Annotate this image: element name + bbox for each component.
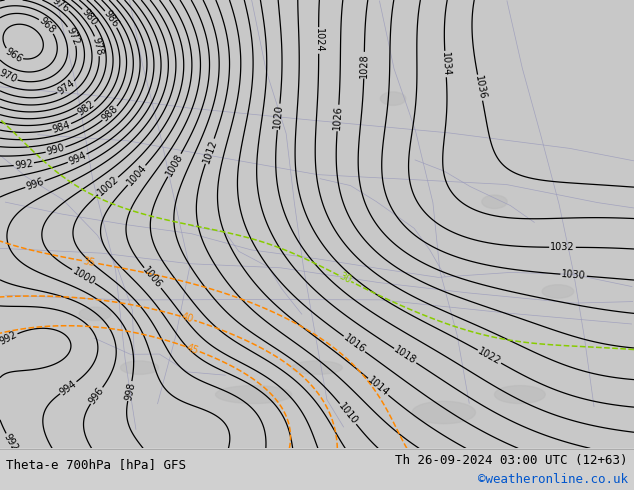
Text: 1030: 1030 [561, 270, 586, 281]
Text: 30: 30 [337, 271, 353, 286]
Text: 970: 970 [0, 68, 18, 85]
Text: 996: 996 [87, 385, 106, 406]
Text: 992: 992 [14, 158, 34, 171]
Text: 996: 996 [25, 176, 45, 192]
Text: 980: 980 [79, 6, 99, 27]
Text: 1012: 1012 [201, 138, 219, 165]
Text: 968: 968 [37, 16, 57, 36]
Text: 986: 986 [101, 9, 120, 29]
Text: 994: 994 [67, 150, 87, 167]
Text: 998: 998 [123, 381, 136, 401]
Text: 1032: 1032 [550, 242, 575, 252]
Text: 974: 974 [56, 78, 77, 97]
Text: 45: 45 [184, 342, 200, 356]
Ellipse shape [495, 386, 545, 404]
Ellipse shape [482, 195, 507, 208]
Text: 1018: 1018 [392, 345, 418, 367]
Text: 1022: 1022 [476, 346, 503, 367]
Text: 40: 40 [180, 312, 195, 325]
Text: 1014: 1014 [366, 375, 391, 398]
Text: 1008: 1008 [164, 152, 185, 178]
Text: 988: 988 [100, 103, 120, 123]
Ellipse shape [292, 361, 342, 374]
Text: 1028: 1028 [359, 53, 370, 77]
Polygon shape [158, 368, 380, 426]
Ellipse shape [380, 92, 406, 105]
Text: 1006: 1006 [141, 265, 164, 291]
Text: Th 26-09-2024 03:00 UTC (12+63): Th 26-09-2024 03:00 UTC (12+63) [395, 454, 628, 467]
Text: 994: 994 [58, 378, 79, 397]
Text: 992: 992 [0, 330, 19, 347]
Text: 1000: 1000 [70, 266, 96, 287]
Text: 35: 35 [82, 256, 96, 268]
Ellipse shape [216, 386, 292, 404]
Polygon shape [476, 0, 634, 90]
Text: 982: 982 [76, 98, 97, 117]
Text: 1010: 1010 [337, 401, 359, 426]
Text: 966: 966 [3, 46, 24, 64]
Text: 992: 992 [2, 432, 20, 453]
Text: 1004: 1004 [125, 163, 148, 188]
Ellipse shape [79, 307, 111, 320]
Text: 1016: 1016 [342, 333, 367, 355]
Text: 1002: 1002 [96, 174, 120, 198]
Ellipse shape [412, 401, 476, 424]
Text: 1036: 1036 [473, 74, 488, 100]
Text: Theta-e 700hPa [hPa] GFS: Theta-e 700hPa [hPa] GFS [6, 459, 186, 471]
Ellipse shape [120, 361, 158, 374]
Text: 1020: 1020 [273, 104, 285, 129]
Text: 972: 972 [64, 25, 81, 47]
Text: 976: 976 [50, 0, 71, 14]
Text: 1034: 1034 [440, 51, 451, 76]
Text: 990: 990 [46, 143, 66, 157]
Polygon shape [558, 98, 634, 157]
Text: 984: 984 [51, 120, 72, 134]
Text: 1026: 1026 [332, 105, 344, 131]
Text: ©weatheronline.co.uk: ©weatheronline.co.uk [477, 473, 628, 486]
Text: 978: 978 [91, 36, 105, 56]
Ellipse shape [542, 285, 574, 298]
Text: 1024: 1024 [314, 28, 324, 53]
